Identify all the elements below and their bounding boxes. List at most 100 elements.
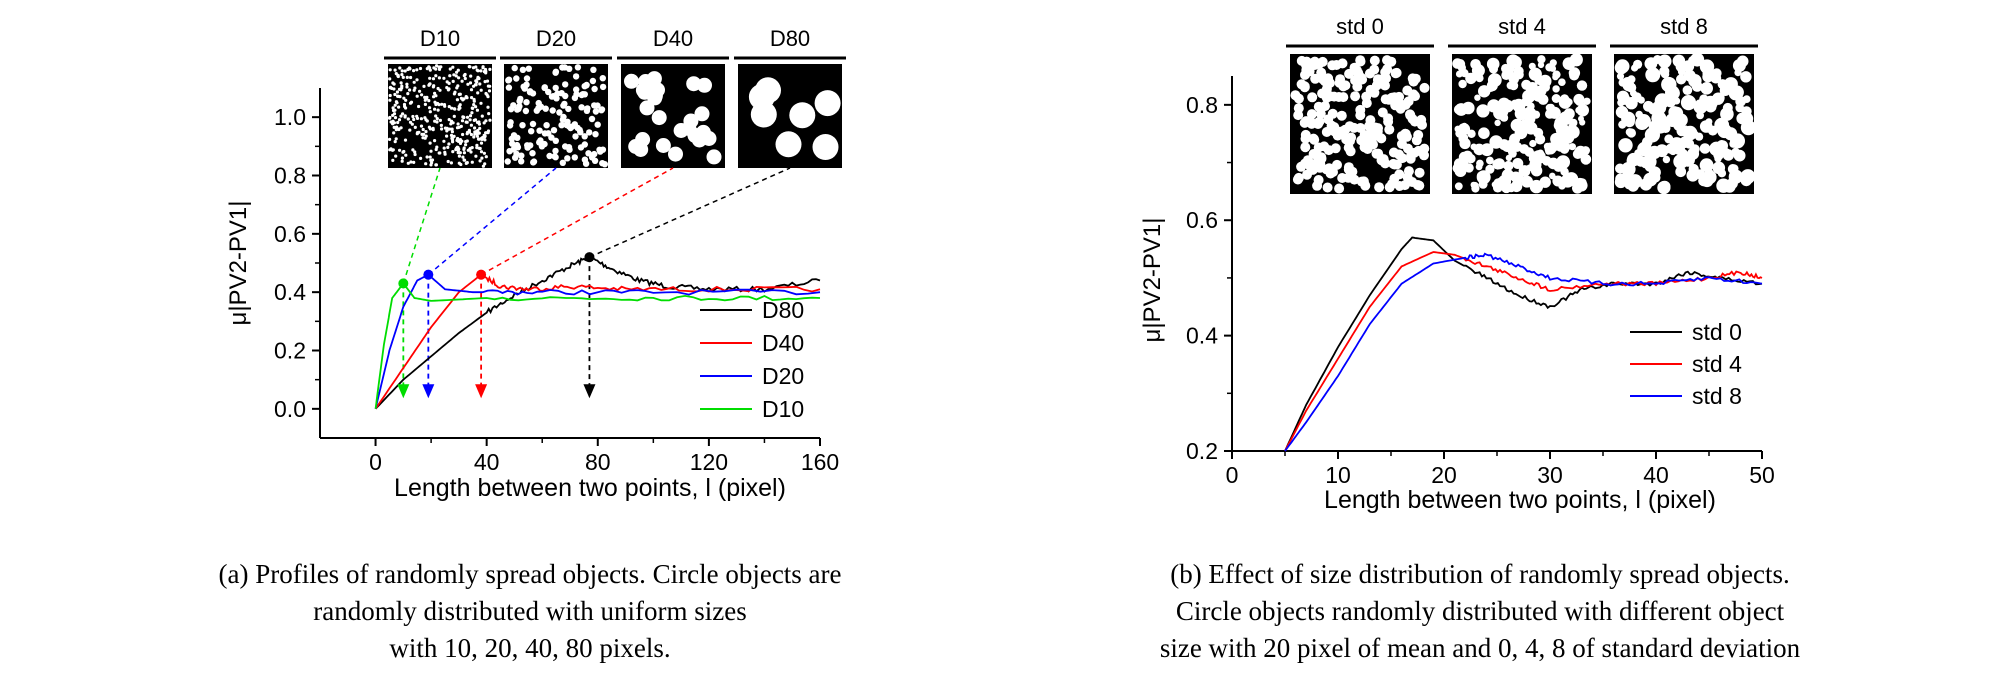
inset-dot — [465, 115, 470, 119]
inset-dot — [1410, 73, 1421, 84]
inset-dot — [1645, 67, 1661, 83]
inset-dot — [402, 149, 406, 154]
series-line-d10 — [374, 281, 821, 409]
panel-b-legend: std 0 std 4 std 8 — [1630, 319, 1742, 409]
inset-dot — [1474, 94, 1481, 101]
inset-dot — [391, 148, 395, 152]
inset-dot — [1546, 106, 1554, 113]
inset-dot — [1614, 176, 1627, 189]
x-tick-label: 160 — [801, 449, 839, 475]
inset-dot — [484, 155, 488, 159]
inset-dot — [406, 161, 410, 165]
inset-dot — [473, 126, 477, 130]
inset-dot — [420, 132, 424, 136]
inset-dot — [518, 158, 525, 165]
peak-arrow — [397, 384, 410, 399]
inset-dot — [431, 77, 436, 81]
inset-dot — [1473, 143, 1485, 156]
inset-dot — [398, 148, 402, 152]
inset-dot — [448, 74, 452, 78]
panel-b-x-axis-label: Length between two points, l (pixel) — [1324, 486, 1716, 514]
inset-dot — [1419, 82, 1430, 93]
inset-dot — [478, 159, 482, 163]
inset-dot — [1662, 155, 1671, 164]
inset-dot — [624, 73, 639, 89]
x-tick-label: 0 — [1226, 462, 1239, 488]
panel-a-y-axis-label: μ|PV2-PV1| — [225, 200, 252, 325]
inset-dot — [391, 113, 395, 117]
inset-dot — [399, 114, 403, 118]
caption-b-line-2: Circle objects randomly distributed with… — [1175, 596, 1785, 626]
inset-dot — [469, 150, 473, 154]
caption-b-line-1: (b) Effect of size distribution of rando… — [1170, 559, 1790, 589]
legend-label: std 0 — [1692, 319, 1742, 345]
inset-dot — [477, 76, 481, 81]
inset-dot — [1296, 161, 1307, 172]
inset-dot — [1334, 183, 1345, 194]
inset-dot — [424, 162, 428, 166]
inset-dot — [419, 124, 424, 128]
inset-dot — [695, 124, 711, 140]
inset-dot — [561, 64, 568, 71]
inset-dot — [506, 148, 513, 155]
inset-dot — [403, 104, 407, 109]
inset-dot — [1727, 164, 1738, 174]
inset-dot — [1635, 110, 1643, 119]
inset-dot — [394, 137, 398, 141]
inset-guide-line — [402, 167, 441, 284]
inset-dot — [1703, 95, 1718, 111]
inset-dot — [1381, 73, 1391, 84]
inset-dot — [455, 98, 459, 102]
inset-dot — [466, 82, 470, 86]
inset-dot — [1537, 61, 1545, 69]
inset-dot — [476, 91, 480, 95]
inset-dot — [594, 121, 601, 128]
series-line-std-4 — [1284, 251, 1763, 452]
panel-b-series-lines — [1284, 236, 1763, 452]
inset-dot — [812, 134, 839, 160]
inset-dot — [542, 105, 549, 112]
inset-dot — [515, 105, 522, 113]
inset-dot — [529, 90, 537, 97]
inset-dot — [1679, 136, 1691, 148]
inset-dot — [1696, 111, 1704, 120]
inset-dot — [477, 146, 481, 150]
inset-dot — [478, 126, 482, 130]
inset-dot — [1478, 127, 1490, 139]
inset-dot — [404, 98, 408, 102]
inset-dot — [1340, 124, 1351, 135]
inset-dot — [391, 158, 395, 162]
inset-dot — [504, 158, 511, 165]
inset-dot — [1475, 163, 1483, 171]
inset-dot — [1343, 142, 1354, 153]
inset-dot — [599, 83, 607, 91]
inset-dot — [451, 65, 455, 69]
inset-dot — [1320, 101, 1330, 112]
inset-dot — [420, 93, 424, 97]
inset-dot — [397, 87, 402, 91]
inset-dot — [1581, 146, 1590, 155]
inset-dot — [393, 140, 397, 144]
inset-dot — [434, 67, 438, 71]
inset-dot — [394, 100, 398, 104]
inset-dot — [437, 67, 442, 71]
inset-dot — [1343, 162, 1354, 173]
inset-dot — [1680, 152, 1695, 167]
inset-dot — [599, 160, 606, 167]
inset-dot — [456, 122, 460, 126]
inset-dot — [467, 65, 471, 69]
inset-dot — [438, 118, 442, 122]
inset-dot — [565, 123, 573, 130]
series-line-std-8 — [1284, 252, 1763, 452]
inset-dot — [461, 155, 465, 159]
inset-dot — [483, 162, 487, 166]
inset-dot — [1309, 60, 1320, 70]
inset-dot — [1313, 142, 1324, 153]
inset-dot — [552, 147, 559, 155]
inset-dot — [1466, 154, 1476, 164]
series-line-d40 — [374, 273, 821, 410]
inset-dot — [417, 104, 421, 109]
inset-dot — [565, 105, 572, 113]
inset-dot — [428, 155, 432, 159]
inset-dot — [1307, 92, 1318, 103]
